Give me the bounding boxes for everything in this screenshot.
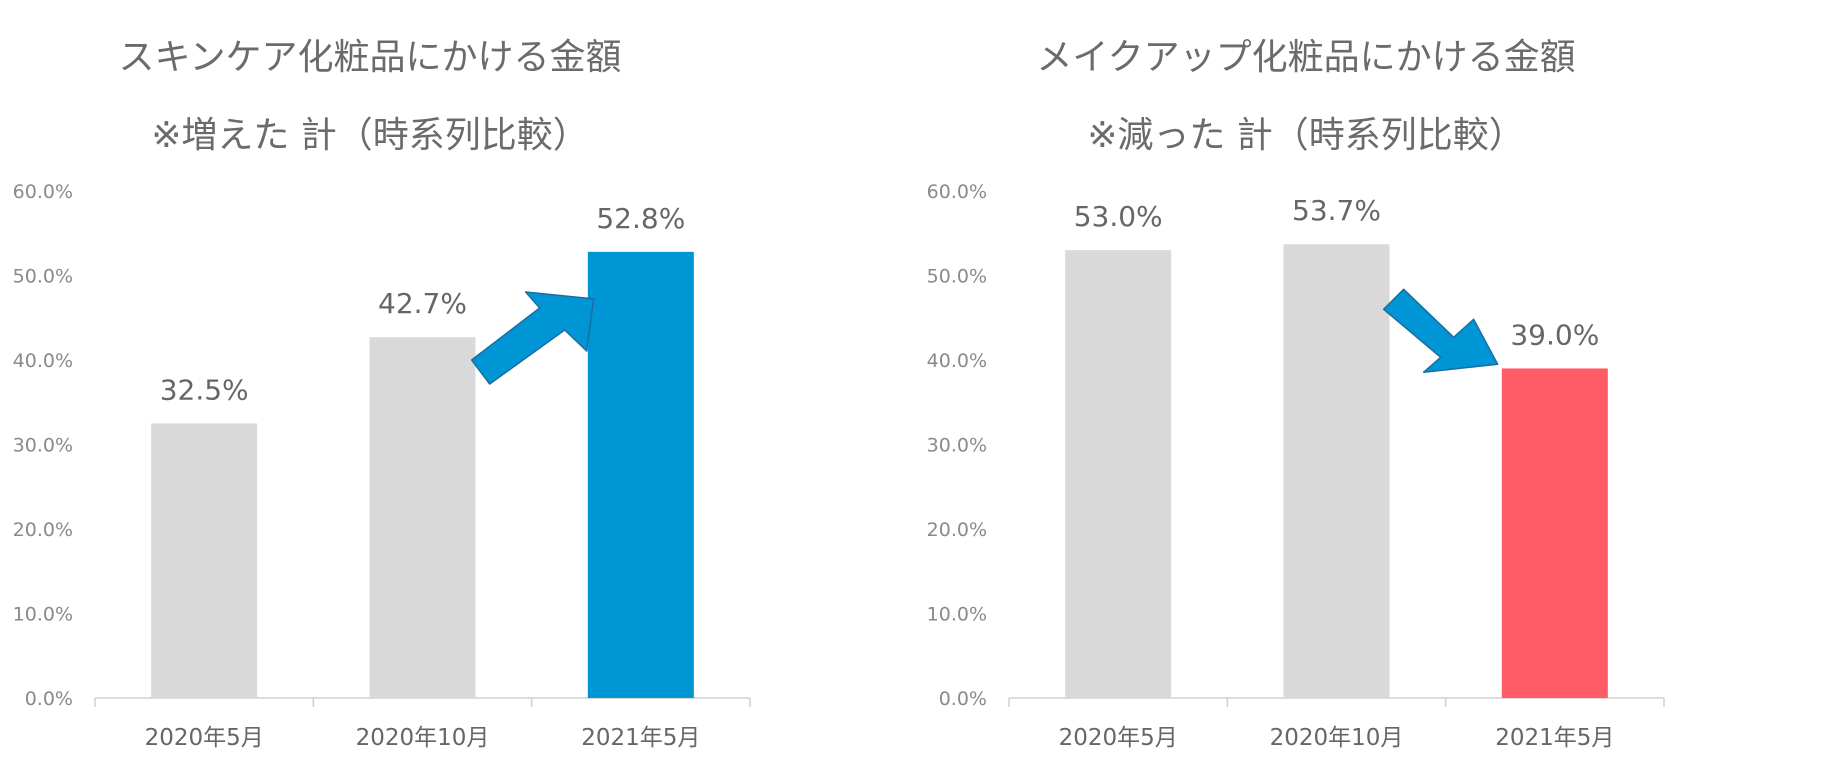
trend-up-arrow-icon <box>470 291 595 385</box>
y-tick-label: 10.0% <box>13 604 73 626</box>
y-tick-label: 50.0% <box>927 266 987 288</box>
bar <box>1501 368 1608 698</box>
data-label: 52.8% <box>596 202 685 235</box>
category-label: 2020年5月 <box>145 725 264 751</box>
y-tick-label: 0.0% <box>25 688 73 710</box>
y-tick-label: 40.0% <box>13 350 73 372</box>
chart-title: スキンケア化粧品にかける金額 <box>118 37 622 78</box>
data-label: 53.0% <box>1074 200 1163 233</box>
y-tick-label: 20.0% <box>927 519 987 541</box>
bar-chart-svg: 0.0% 10.0% 20.0% 30.0% 40.0% 50.0% 60.0% 32.5% 2… <box>13 181 751 751</box>
y-tick-label: 40.0% <box>927 350 987 372</box>
data-label: 53.7% <box>1292 194 1381 227</box>
category-label: 2021年5月 <box>581 725 700 751</box>
y-tick-label: 20.0% <box>13 519 73 541</box>
data-label: 32.5% <box>160 373 249 406</box>
chart-subtitle: ※減った 計（時系列比較） <box>1087 115 1525 156</box>
y-tick-label: 30.0% <box>927 435 987 457</box>
y-tick-label: 60.0% <box>13 181 73 203</box>
category-label: 2020年10月 <box>1270 725 1404 751</box>
bar <box>587 251 694 698</box>
bar-chart-svg: 0.0% 10.0% 20.0% 30.0% 40.0% 50.0% 60.0% 53.0% 2… <box>927 181 1665 751</box>
chart-skincare: スキンケア化粧品にかける金額 ※増えた 計（時系列比較） 0.0% 10.0% 20… <box>0 0 900 777</box>
category-label: 2021年5月 <box>1495 725 1614 751</box>
chart-subtitle: ※増えた 計（時系列比較） <box>151 115 589 156</box>
chart-makeup: メイクアップ化粧品にかける金額 ※減った 計（時系列比較） 0.0% 10.0% 2… <box>914 0 1814 777</box>
bar <box>151 423 258 698</box>
bar <box>369 337 476 698</box>
y-tick-label: 50.0% <box>13 266 73 288</box>
category-label: 2020年10月 <box>356 725 490 751</box>
bar <box>1065 250 1172 698</box>
chart-title: メイクアップ化粧品にかける金額 <box>1036 37 1576 78</box>
data-label: 42.7% <box>378 287 467 320</box>
y-tick-label: 30.0% <box>13 435 73 457</box>
y-tick-label: 10.0% <box>927 604 987 626</box>
y-tick-label: 60.0% <box>927 181 987 203</box>
y-tick-label: 0.0% <box>939 688 987 710</box>
trend-down-arrow-icon <box>1382 288 1499 373</box>
category-label: 2020年5月 <box>1059 725 1178 751</box>
data-label: 39.0% <box>1510 318 1599 351</box>
bar <box>1283 244 1390 699</box>
